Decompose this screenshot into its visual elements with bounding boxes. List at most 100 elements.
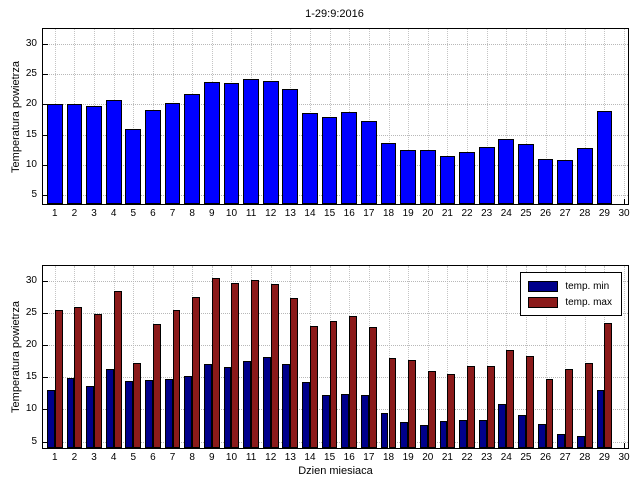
xtick-label: 25 [520,452,532,463]
xtick-label: 8 [189,452,195,463]
bar-temp-min-day-24 [498,404,507,448]
xtick-mark [624,443,626,448]
xtick-label: 7 [169,208,176,219]
bar-temperatura-day-13 [282,89,299,204]
bottom-chart-plot-area: temp. min temp. max [43,266,628,448]
xtick-label: 24 [500,452,512,463]
ytick-mark [43,409,48,411]
bar-temp-max-day-16 [349,316,358,448]
ytick-label: 20 [25,339,37,351]
bar-temp-max-day-22 [467,365,475,448]
bar-temperatura-day-29 [596,111,613,204]
bar-temp-max-day-27 [565,368,574,448]
gridline-x [545,266,547,448]
bar-temp-min-day-8 [184,375,193,448]
xtick-label: 19 [402,208,414,219]
legend-entry: temp. max [528,294,612,310]
ytick-label: 20 [25,98,37,110]
xtick-label: 13 [284,208,296,219]
xtick-label: 5 [130,208,137,219]
bar-temp-max-day-29 [604,322,613,448]
xtick-label: 4 [110,452,117,463]
ytick-label: 10 [25,403,37,415]
gridline-x [388,266,390,448]
gridline-y [43,312,628,314]
bar-temperatura-day-6 [145,110,161,204]
gridline-x [525,29,527,204]
bar-temp-min-day-10 [223,366,232,448]
xtick-label: 28 [579,208,591,219]
gridline-x [388,29,390,204]
bar-temp-max-day-2 [74,306,83,448]
bar-temp-min-day-27 [557,433,566,448]
bar-temp-max-day-17 [368,327,377,448]
xtick-label: 14 [304,208,316,219]
xtick-label: 30 [618,208,630,219]
ytick-mark [43,104,48,106]
ytick-mark [43,74,48,76]
ytick-mark [43,377,48,379]
bar-temperatura-day-9 [203,82,220,204]
xtick-label: 3 [91,452,97,463]
bar-temp-min-day-9 [203,364,212,448]
bar-temperatura-day-2 [66,103,83,204]
ytick-label: 15 [25,128,37,140]
xtick-label: 27 [559,208,571,219]
legend: temp. min temp. max [520,272,622,316]
bar-temperatura-day-24 [498,139,515,204]
xtick-label: 29 [598,208,610,219]
gridline-x [467,266,469,448]
bar-temp-min-day-26 [537,423,546,448]
xtick-label: 10 [225,452,238,463]
ytick-label: 10 [25,158,37,170]
xtick-label: 29 [598,452,610,463]
xtick-label: 4 [110,208,117,219]
bar-temp-max-day-8 [192,296,201,448]
gridline-x [545,29,547,204]
gridline-x [506,29,508,204]
gridline-y [43,44,628,46]
xtick-label: 2 [71,208,78,219]
xtick-label: 5 [130,452,137,463]
bar-temp-min-day-4 [105,368,114,448]
bar-temp-min-day-16 [341,393,350,448]
bar-temp-max-day-19 [408,359,416,448]
bar-temp-max-day-13 [290,298,299,448]
ytick-label: 25 [25,306,37,318]
bar-temp-max-day-28 [584,363,593,448]
bar-temp-min-day-25 [518,415,526,448]
ytick-mark [43,441,48,443]
bar-temp-min-day-12 [262,356,271,448]
ytick-label: 30 [25,274,37,286]
bar-temp-min-day-3 [86,385,95,448]
xtick-label: 24 [500,208,512,219]
bar-temperatura-day-23 [478,147,495,204]
xtick-label: 12 [265,452,277,463]
bottom-chart-axes: Temperatura powietrza Dzien miesiaca tem… [10,265,630,477]
ytick-mark [43,312,48,314]
bar-temperatura-day-10 [223,83,240,204]
xtick-label: 15 [324,208,336,219]
xtick-label: 14 [304,452,316,463]
bar-temp-min-day-23 [478,420,487,448]
bar-temp-max-day-21 [447,374,456,448]
bar-temp-min-day-7 [164,378,173,448]
bar-temperatura-day-25 [518,143,534,204]
xtick-label: 21 [441,208,453,219]
bar-temperatura-day-27 [557,159,574,204]
bar-temp-max-day-26 [545,378,554,448]
xtick-label: 28 [579,452,591,463]
xtick-label: 20 [422,452,434,463]
bar-temp-min-day-1 [46,390,55,448]
xtick-label: 17 [363,208,375,219]
xtick-label: 6 [150,208,156,219]
gridline-x [408,266,410,448]
xtick-label: 10 [225,208,238,219]
legend-entry: temp. min [528,278,612,294]
bar-temp-min-day-2 [66,377,75,448]
bar-temp-max-day-1 [54,309,63,448]
xtick-label: 3 [91,208,97,219]
ytick-label: 15 [25,371,37,383]
gridline-x [427,266,429,448]
xtick-label: 22 [461,452,473,463]
